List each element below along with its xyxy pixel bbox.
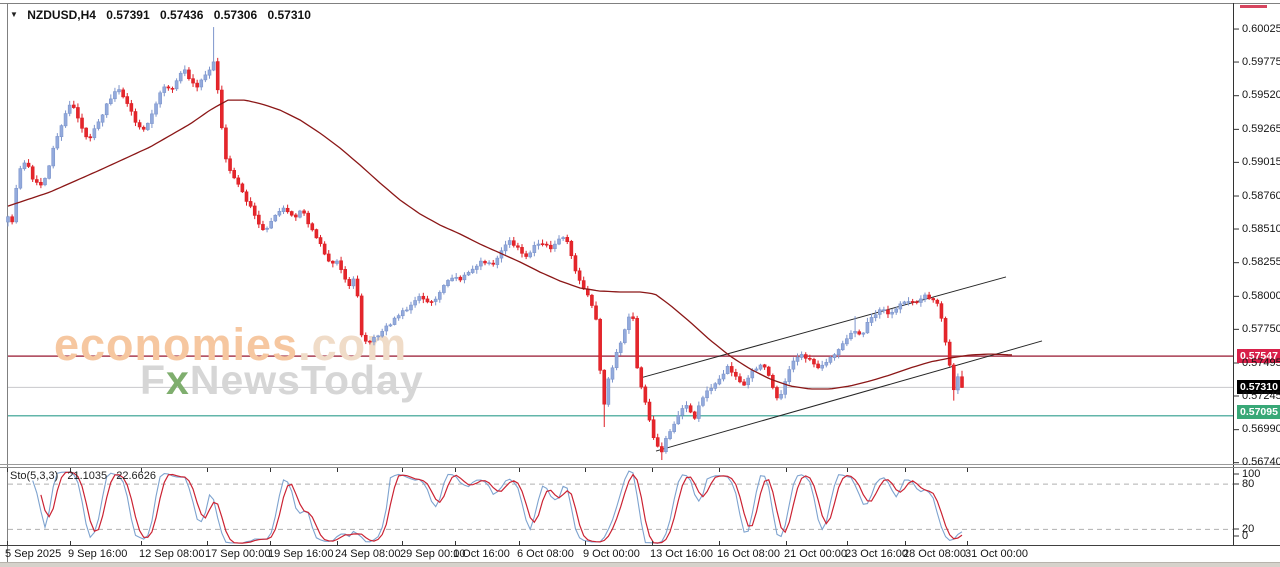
time-scale[interactable] [0, 545, 1280, 562]
channel-lower-trendline [655, 340, 1043, 452]
symbol-dropdown-icon[interactable]: ▼ [10, 10, 18, 19]
moving-average-line [7, 99, 1013, 390]
stoch-d-line [40, 471, 963, 544]
stoch-k-line [32, 470, 963, 544]
candles [6, 27, 964, 461]
price-scale[interactable] [1234, 3, 1280, 545]
stochastic-panel[interactable] [8, 468, 1233, 545]
main-chart-area[interactable] [8, 10, 1233, 464]
channel-upper-trendline [639, 276, 1007, 379]
